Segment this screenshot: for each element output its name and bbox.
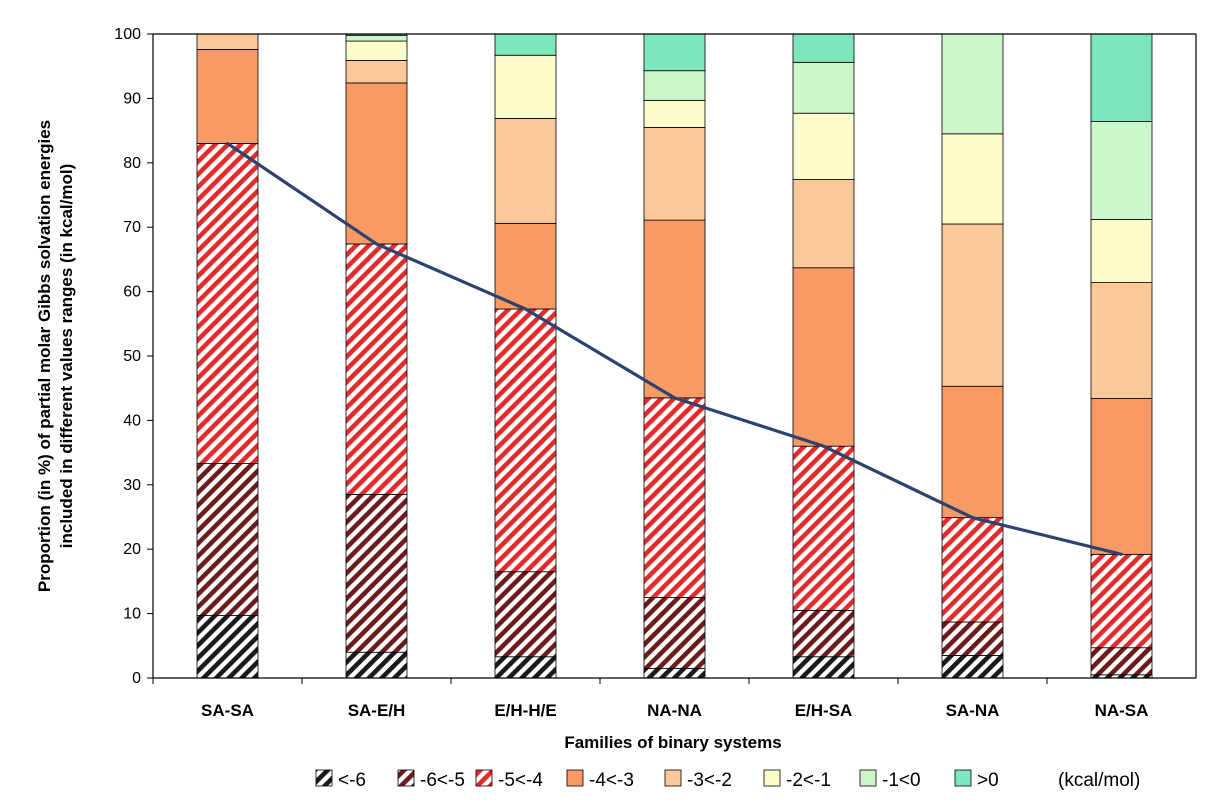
bar-segment (196, 49, 259, 144)
bar-segment (643, 667, 706, 679)
bar-segment (643, 397, 706, 598)
bar-segment (792, 267, 855, 447)
legend-swatch (664, 769, 682, 787)
category-label: E/H-H/E (494, 701, 556, 720)
y-tick-label: 20 (123, 541, 141, 558)
legend-entry-label: >0 (977, 770, 999, 791)
y-tick-label: 50 (123, 348, 141, 365)
bar-segment (494, 571, 557, 658)
legend-unit: (kcal/mol) (1058, 770, 1140, 791)
legend-entry-label: <-6 (338, 770, 366, 791)
y-tick-label: 40 (123, 412, 141, 429)
legend-swatch (954, 769, 972, 787)
y-tick-label: 10 (123, 606, 141, 623)
trend-point (673, 396, 676, 400)
bar-segment (1090, 219, 1153, 283)
trend-point (1120, 552, 1123, 556)
y-tick-label: 90 (123, 90, 141, 107)
bar-segment (1090, 553, 1153, 649)
legend-entry-label: -4<-3 (589, 770, 634, 791)
bar-segment (1090, 647, 1153, 676)
bar-segment (345, 494, 408, 653)
bar-segment (941, 133, 1004, 225)
bar-segment (196, 615, 259, 679)
bar-segment (494, 54, 557, 119)
bar-segment (494, 308, 557, 573)
category-label: NA-SA (1095, 701, 1149, 720)
y-tick-label: 30 (123, 477, 141, 494)
bar-segment (792, 179, 855, 269)
bar-segment (1090, 282, 1153, 399)
bar-segment (643, 99, 706, 128)
bar-segment (792, 656, 855, 679)
category-label: SA-SA (201, 701, 254, 720)
legend-entry-label: -2<-1 (786, 770, 831, 791)
bar-segment (792, 33, 855, 63)
bar-segment (792, 61, 855, 114)
legend-swatch (397, 769, 415, 787)
bar-segment (345, 651, 408, 679)
bar-segment (643, 33, 706, 72)
bar-segment (1090, 398, 1153, 555)
bar-segment (345, 34, 408, 42)
bar-segment (494, 222, 557, 310)
bar-segment (941, 33, 1004, 135)
category-label: SA-E/H (348, 701, 406, 720)
y-axis-title-line-2: included in different values ranges (in … (57, 164, 76, 548)
y-tick-label: 70 (123, 219, 141, 236)
y-tick-label: 0 (132, 670, 141, 687)
bar-segment (643, 597, 706, 669)
x-axis-title: Families of binary systems (564, 733, 781, 752)
legend-entry-label: -5<-4 (498, 770, 543, 791)
bar-segment (494, 656, 557, 679)
bar-segment (345, 60, 408, 84)
y-tick-label: 80 (123, 155, 141, 172)
trend-point (524, 307, 527, 311)
category-label: NA-NA (647, 701, 702, 720)
bar-segment (941, 655, 1004, 679)
category-label: E/H-SA (795, 701, 853, 720)
y-axis-title-line-1: Proportion (in %) of partial molar Gibbs… (35, 120, 54, 592)
legend-entry-label: -1<0 (882, 770, 921, 791)
legend-swatch (475, 769, 493, 787)
bar-segment (643, 70, 706, 101)
bar-segment (1090, 121, 1153, 220)
legend-swatch (763, 769, 781, 787)
bar-segment (643, 126, 706, 221)
trend-point (822, 444, 825, 448)
bar-segment (196, 463, 259, 616)
y-tick-label: 100 (114, 26, 141, 43)
bar-segment (345, 82, 408, 245)
trend-point (971, 516, 974, 520)
y-tick-label: 60 (123, 284, 141, 301)
bar-segment (1090, 33, 1153, 122)
bar-segment (941, 385, 1004, 519)
bar-segment (345, 40, 408, 61)
bar-segment (494, 117, 557, 224)
category-label: SA-NA (946, 701, 1000, 720)
bar-segment (345, 243, 408, 495)
legend-swatch (566, 769, 584, 787)
legend-entry-label: -6<-5 (420, 770, 465, 791)
bar-segment (792, 112, 855, 180)
bar-segment (792, 445, 855, 611)
trend-point (375, 242, 378, 246)
bar-segment (196, 33, 259, 50)
bar-segment (494, 33, 557, 56)
bar-segment (941, 517, 1004, 623)
legend-swatch (315, 769, 333, 787)
bar-segment (941, 621, 1004, 656)
trend-point (226, 141, 229, 145)
bar-segment (643, 219, 706, 399)
bar-segment (792, 609, 855, 658)
bar-segment (196, 143, 259, 464)
legend-swatch (859, 769, 877, 787)
legend-entry-label: -3<-2 (687, 770, 732, 791)
bar-segment (941, 223, 1004, 387)
